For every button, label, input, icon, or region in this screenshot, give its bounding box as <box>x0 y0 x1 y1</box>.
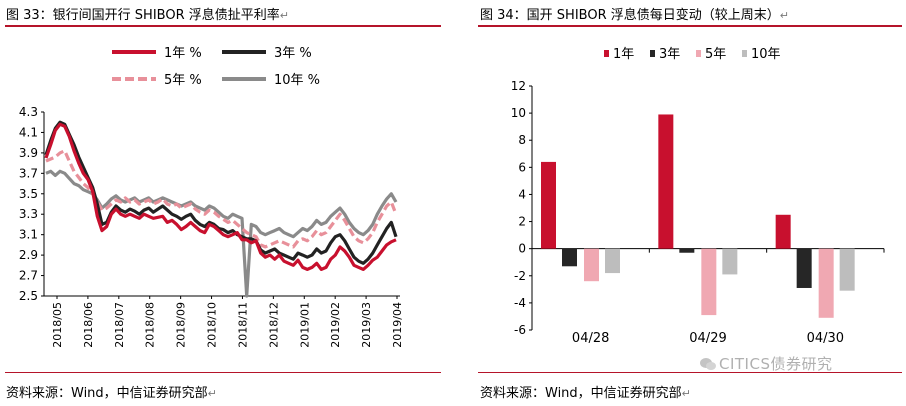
y-tick-label: 2.5 <box>19 289 38 303</box>
y-tick-label: 2.7 <box>19 269 38 283</box>
series-line-1年 % <box>44 122 397 271</box>
bar-3年-04/28 <box>562 248 577 267</box>
x-tick-label: 2018/11 <box>236 302 249 348</box>
y-tick-label: 12 <box>511 79 526 93</box>
y-tick-label: 4 <box>518 187 526 201</box>
legend-label: 1年 <box>613 47 634 62</box>
bar-1年-04/28 <box>541 161 556 249</box>
x-tick-label: 2018/10 <box>206 302 219 348</box>
watermark-text: CITICS债券研究 <box>719 355 833 373</box>
right-title-rule <box>478 25 902 27</box>
bar-3年-04/30 <box>796 248 812 288</box>
y-tick-label: 3.1 <box>19 228 38 242</box>
legend-swatch <box>604 50 609 57</box>
right-figure-title: 图 34：国开 SHIBOR 浮息债每日变动（较上周末）↵ <box>480 4 789 23</box>
right-source: 资料来源：Wind，中信证券研究部↵ <box>480 382 691 401</box>
bar-1年-04/30 <box>775 214 791 249</box>
y-tick-label: -6 <box>514 323 526 337</box>
category-label: 04/30 <box>807 331 844 346</box>
left-source: 资料来源：Wind，中信证券研究部↵ <box>6 382 217 401</box>
y-tick-label: 6 <box>518 160 526 174</box>
y-tick-label: 3.5 <box>19 187 38 201</box>
category-label: 04/28 <box>572 331 609 346</box>
x-tick-label: 2019/03 <box>360 302 373 348</box>
y-tick-label: 2.9 <box>19 248 38 262</box>
y-tick-label: 4.3 <box>19 105 38 119</box>
right-bar-chart: 12 10 8 6 4 2 0 -2 -4 -6 04/28 04/29 04/30 1年 3年 5年 10年 <box>511 47 885 346</box>
x-tick-label: 2019/01 <box>298 302 311 348</box>
left-figure-title: 图 33：银行间国开行 SHIBOR 浮息债扯平利率↵ <box>6 4 289 23</box>
x-tick-label: 2018/05 <box>51 302 64 348</box>
y-tick-label: 3.7 <box>19 166 38 180</box>
legend-label: 10年 % <box>274 73 320 88</box>
right-source-text: 资料来源：Wind，中信证券研究部 <box>480 386 682 401</box>
legend-swatch <box>650 50 655 57</box>
legend-swatch <box>696 50 701 57</box>
legend-label: 5年 % <box>164 73 202 88</box>
paragraph-mark-icon: ↵ <box>779 9 789 22</box>
category-label: 04/29 <box>689 331 726 346</box>
x-tick-label: 2019/04 <box>391 302 404 348</box>
bar-3年-04/29 <box>679 248 695 253</box>
legend-label: 1年 % <box>164 46 202 61</box>
paragraph-mark-icon: ↵ <box>207 387 217 400</box>
left-source-text: 资料来源：Wind，中信证券研究部 <box>6 386 208 401</box>
paragraph-mark-icon: ↵ <box>681 387 691 400</box>
x-tick-label: 2018/06 <box>82 302 95 348</box>
bar-10年-04/28 <box>605 248 620 274</box>
wechat-icon <box>700 358 716 370</box>
bar-5年-04/28 <box>584 248 599 282</box>
y-tick-label: 0 <box>518 242 526 256</box>
right-source-rule <box>478 372 902 373</box>
y-tick-label: 3.3 <box>19 207 38 221</box>
x-tick-label: 2018/09 <box>175 302 188 348</box>
series-line-10年 % <box>45 169 398 298</box>
y-tick-label: 8 <box>518 133 526 147</box>
x-tick-label: 2018/12 <box>267 302 280 348</box>
paragraph-mark-icon: ↵ <box>279 9 289 22</box>
y-tick-label: 2 <box>518 215 526 229</box>
bar-5年-04/30 <box>818 248 834 318</box>
y-tick-label: 3.9 <box>19 146 38 160</box>
legend-label: 3年 % <box>274 46 312 61</box>
y-tick-label: -2 <box>514 269 526 283</box>
legend-label: 5年 <box>705 47 726 62</box>
y-tick-label: 10 <box>511 106 526 120</box>
y-tick-label: 4.1 <box>19 125 38 139</box>
bar-1年-04/29 <box>658 114 674 249</box>
bar-10年-04/30 <box>839 248 855 291</box>
left-title-rule <box>5 25 441 27</box>
series-line-5年 % <box>45 149 398 249</box>
legend-swatch <box>742 50 747 57</box>
right-title-text: 图 34：国开 SHIBOR 浮息债每日变动（较上周末） <box>480 8 780 23</box>
bar-5年-04/29 <box>701 248 717 316</box>
watermark: CITICS债券研究 <box>700 353 832 374</box>
legend-label: 3年 <box>659 47 680 62</box>
bar-10年-04/29 <box>722 248 738 275</box>
x-tick-label: 2018/08 <box>144 302 157 348</box>
left-line-chart: 4.3 4.1 3.9 3.7 3.5 3.3 3.1 2.9 2.7 2.5 2018/05 201… <box>19 46 404 348</box>
x-tick-label: 2018/07 <box>113 302 126 348</box>
x-tick-label: 2019/02 <box>329 302 342 348</box>
legend-label: 10年 <box>751 47 781 62</box>
series-line-3年 % <box>44 120 398 265</box>
left-source-rule <box>5 372 441 373</box>
left-title-text: 图 33：银行间国开行 SHIBOR 浮息债扯平利率 <box>6 8 280 23</box>
y-tick-label: -4 <box>514 296 526 310</box>
